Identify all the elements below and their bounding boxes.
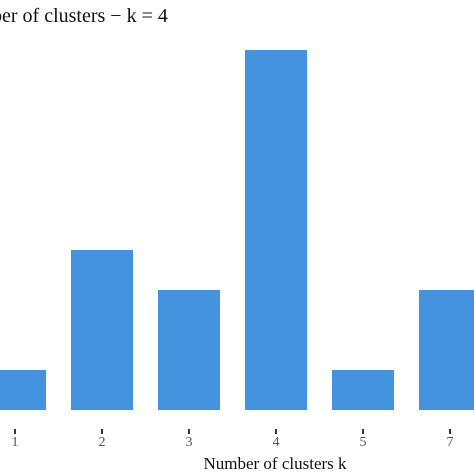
x-ticks-group: 1 2 3 4 5 7 [12,429,454,450]
bar-k-5 [332,370,394,410]
chart-title: ber of clusters − k = 4 [0,5,168,27]
x-tick-label-3: 3 [186,435,193,450]
bar-k-7 [419,290,474,410]
x-tick-label-2: 2 [99,435,106,450]
x-tick-label-1: 1 [12,435,19,450]
bars-group [0,50,474,410]
x-tick-label-5: 5 [360,435,367,450]
bar-k-4 [245,50,307,410]
x-axis-label: Number of clusters k [203,454,347,473]
bar-k-2 [71,250,133,410]
x-tick-label-4: 4 [273,435,280,450]
bar-k-1 [0,370,46,410]
bar-k-3 [158,290,220,410]
x-tick-label-7: 7 [447,435,454,450]
